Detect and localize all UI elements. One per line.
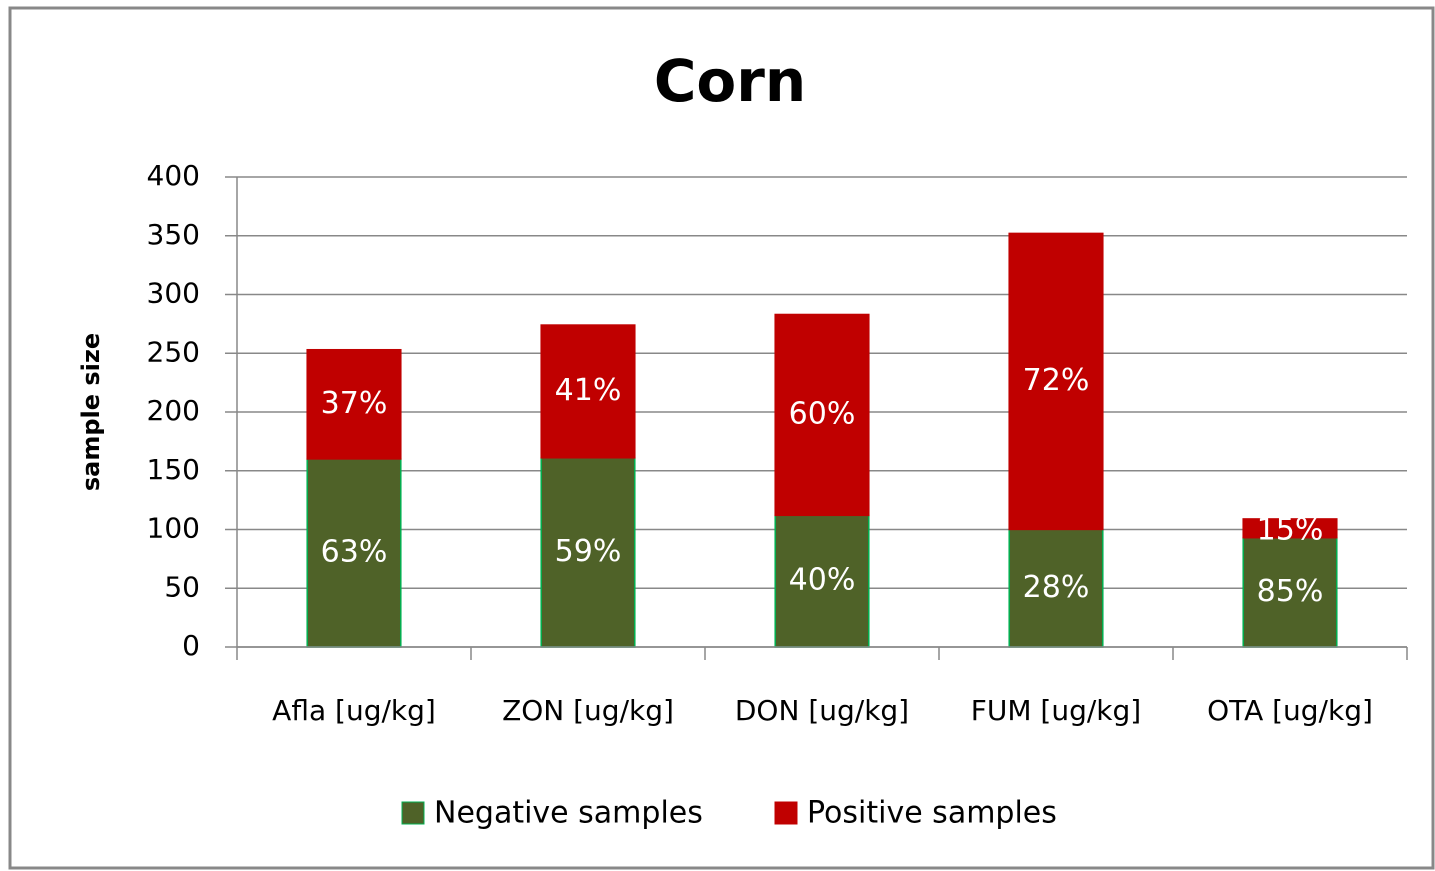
- y-tick-label: 50: [164, 570, 200, 603]
- bar-segment: [540, 324, 636, 459]
- frame: [8, 6, 1435, 870]
- y-tick-label: 300: [147, 277, 200, 310]
- x-tick-label: FUM [ug/kg]: [971, 694, 1141, 727]
- data-label: 59%: [555, 534, 622, 569]
- x-tick-label: ZON [ug/kg]: [502, 694, 674, 727]
- bar-segment: [1008, 232, 1104, 531]
- legend-label: Positive samples: [807, 796, 1057, 831]
- y-tick-label: 100: [147, 512, 200, 545]
- y-tick-label: 350: [147, 218, 200, 251]
- x-tick-label: Afla [ug/kg]: [272, 694, 436, 727]
- data-label: 37%: [321, 386, 388, 421]
- x-tick-label: OTA [ug/kg]: [1207, 694, 1373, 727]
- data-label: 15%: [1257, 512, 1324, 547]
- data-label: 63%: [321, 535, 388, 570]
- bar-segment: [1242, 536, 1338, 648]
- bar-segment: [306, 348, 402, 460]
- y-tick-label: 400: [147, 159, 200, 192]
- bar-segment: [1242, 518, 1338, 539]
- data-label: 40%: [789, 563, 856, 598]
- data-label: 85%: [1257, 574, 1324, 609]
- y-tick-label: 200: [147, 394, 200, 427]
- y-tick-label: 250: [147, 335, 200, 368]
- bar-segment: [774, 514, 870, 648]
- data-label: 41%: [555, 373, 622, 408]
- y-axis-label: sample size: [77, 333, 105, 491]
- bar-segment: [774, 313, 870, 517]
- data-label: 72%: [1023, 363, 1090, 398]
- legend-swatch: [401, 801, 425, 825]
- legend-label: Negative samples: [434, 796, 703, 831]
- data-label: 28%: [1023, 570, 1090, 605]
- y-tick-label: 0: [182, 629, 200, 662]
- x-tick-label: DON [ug/kg]: [735, 694, 909, 727]
- data-label: 60%: [789, 396, 856, 431]
- legend-swatch: [774, 801, 798, 825]
- y-tick-label: 150: [147, 453, 200, 486]
- chart-title: Corn: [654, 47, 806, 115]
